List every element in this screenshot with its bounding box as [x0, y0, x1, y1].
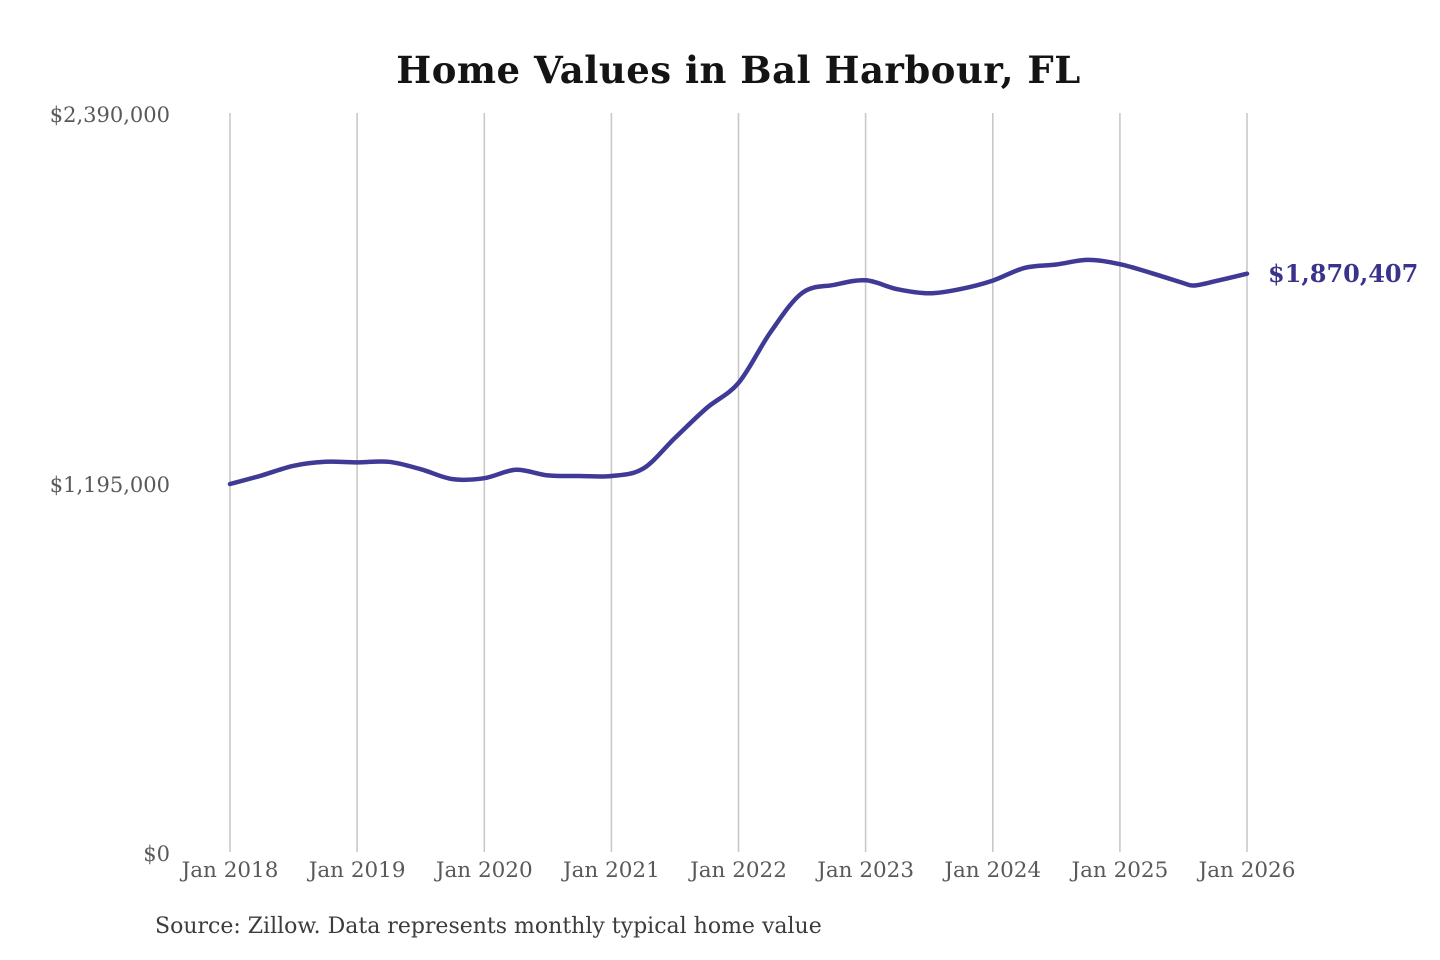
x-tick-label: Jan 2019: [308, 858, 406, 883]
x-tick-label: Jan 2021: [562, 858, 660, 883]
x-tick-label: Jan 2022: [690, 858, 787, 883]
x-tick-label: Jan 2025: [1071, 858, 1169, 883]
y-tick-label: $0: [143, 842, 170, 866]
x-tick-label: Jan 2018: [181, 858, 279, 883]
source-note: Source: Zillow. Data represents monthly …: [155, 914, 822, 939]
home-value-line: [227, 257, 1250, 487]
x-tick-label: Jan 2020: [435, 858, 533, 883]
y-tick-label: $1,195,000: [49, 472, 170, 497]
x-tick-label: Jan 2023: [817, 858, 915, 883]
latest-value-label: $1,870,407: [1268, 258, 1419, 288]
chart-title: Home Values in Bal Harbour, FL: [396, 48, 1081, 92]
x-tick-label: Jan 2026: [1198, 858, 1296, 883]
x-tick-label: Jan 2024: [944, 858, 1042, 883]
y-tick-label: $2,390,000: [49, 103, 170, 127]
gridlines: [229, 113, 1248, 852]
